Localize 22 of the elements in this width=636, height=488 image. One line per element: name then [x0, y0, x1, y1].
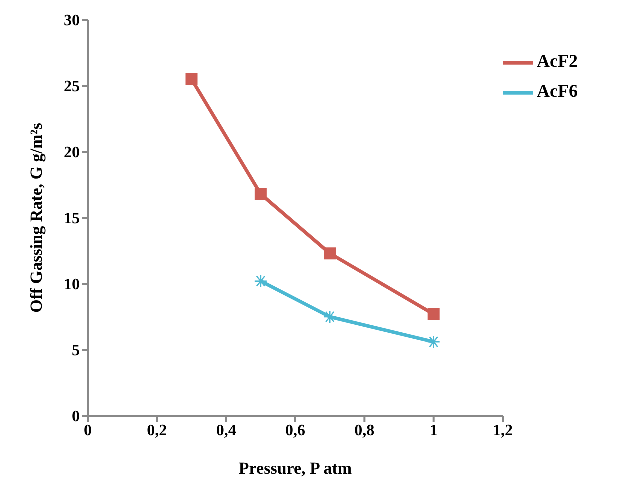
x-tick-label: 1 — [430, 422, 438, 440]
point — [324, 248, 336, 260]
y-tick-label: 30 — [64, 12, 80, 30]
legend-label: AcF6 — [537, 80, 578, 101]
x-tick-label: 0,6 — [286, 422, 306, 440]
legend-label: AcF2 — [537, 50, 578, 71]
x-tick-label: 1,2 — [493, 422, 514, 440]
x-tick-label: 0,2 — [147, 422, 168, 440]
y-tick-label: 10 — [64, 276, 80, 294]
x-tick-label: 0,8 — [354, 422, 375, 440]
y-tick-label: 25 — [64, 78, 80, 96]
y-tick-label: 20 — [64, 144, 80, 162]
point — [428, 308, 440, 320]
x-axis-title: Pressure, P atm — [238, 459, 352, 478]
x-tick-label: 0,4 — [216, 422, 236, 440]
y-tick-label: 5 — [72, 342, 80, 360]
point — [254, 188, 267, 200]
y-tick-label: 15 — [64, 210, 80, 228]
x-tick-label: 0 — [84, 422, 92, 440]
y-tick-label: 0 — [72, 408, 80, 426]
y-axis-title: Off Gassing Rate, G g/m²s — [27, 122, 46, 313]
point — [186, 73, 198, 86]
